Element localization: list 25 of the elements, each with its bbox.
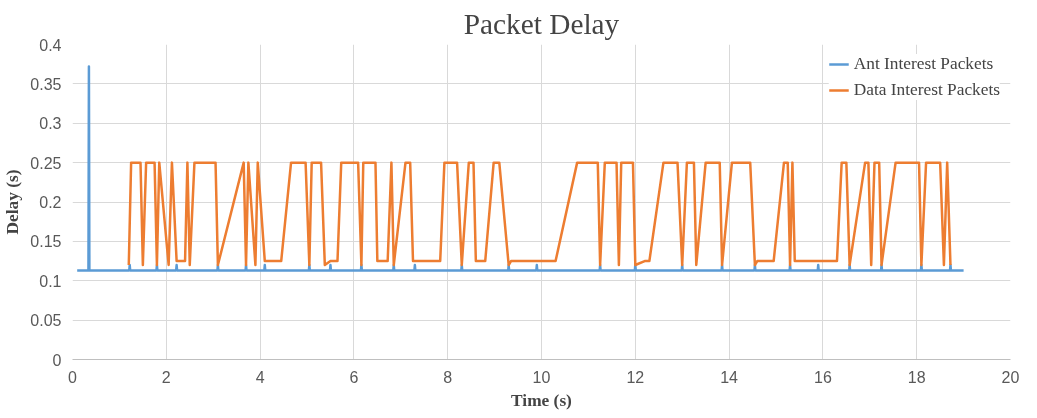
x-tick-label: 10 [532,368,551,386]
y-axis-title: Delay (s) [3,169,23,235]
y-tick-label: 0.2 [39,194,62,211]
legend-label: Data Interest Packets [853,80,1000,100]
x-tick-label: 12 [626,368,645,386]
x-tick-label: 0 [68,368,78,386]
x-tick-label: 6 [349,368,359,386]
y-tick-label: 0 [52,351,62,369]
y-tick-label: 0.1 [39,272,62,290]
x-tick-label: 14 [720,368,739,386]
y-tick-label: 0.35 [30,75,62,93]
chart-title: Packet Delay [463,7,620,40]
x-tick-label: 16 [814,368,832,386]
legend-label: Ant Interest Packets [853,54,994,74]
x-tick-label: 4 [255,368,265,386]
x-tick-label: 18 [907,368,926,386]
x-tick-label: 20 [1001,368,1020,386]
y-tick-label: 0.15 [30,233,62,251]
y-tick-label: 0.4 [39,36,62,54]
y-tick-label: 0.3 [39,115,62,133]
x-tick-label: 2 [161,368,171,386]
x-axis-title: Time (s) [511,390,573,410]
y-tick-label: 0.25 [30,154,62,172]
y-tick-label: 0.05 [30,312,62,330]
x-tick-label: 8 [443,368,453,386]
